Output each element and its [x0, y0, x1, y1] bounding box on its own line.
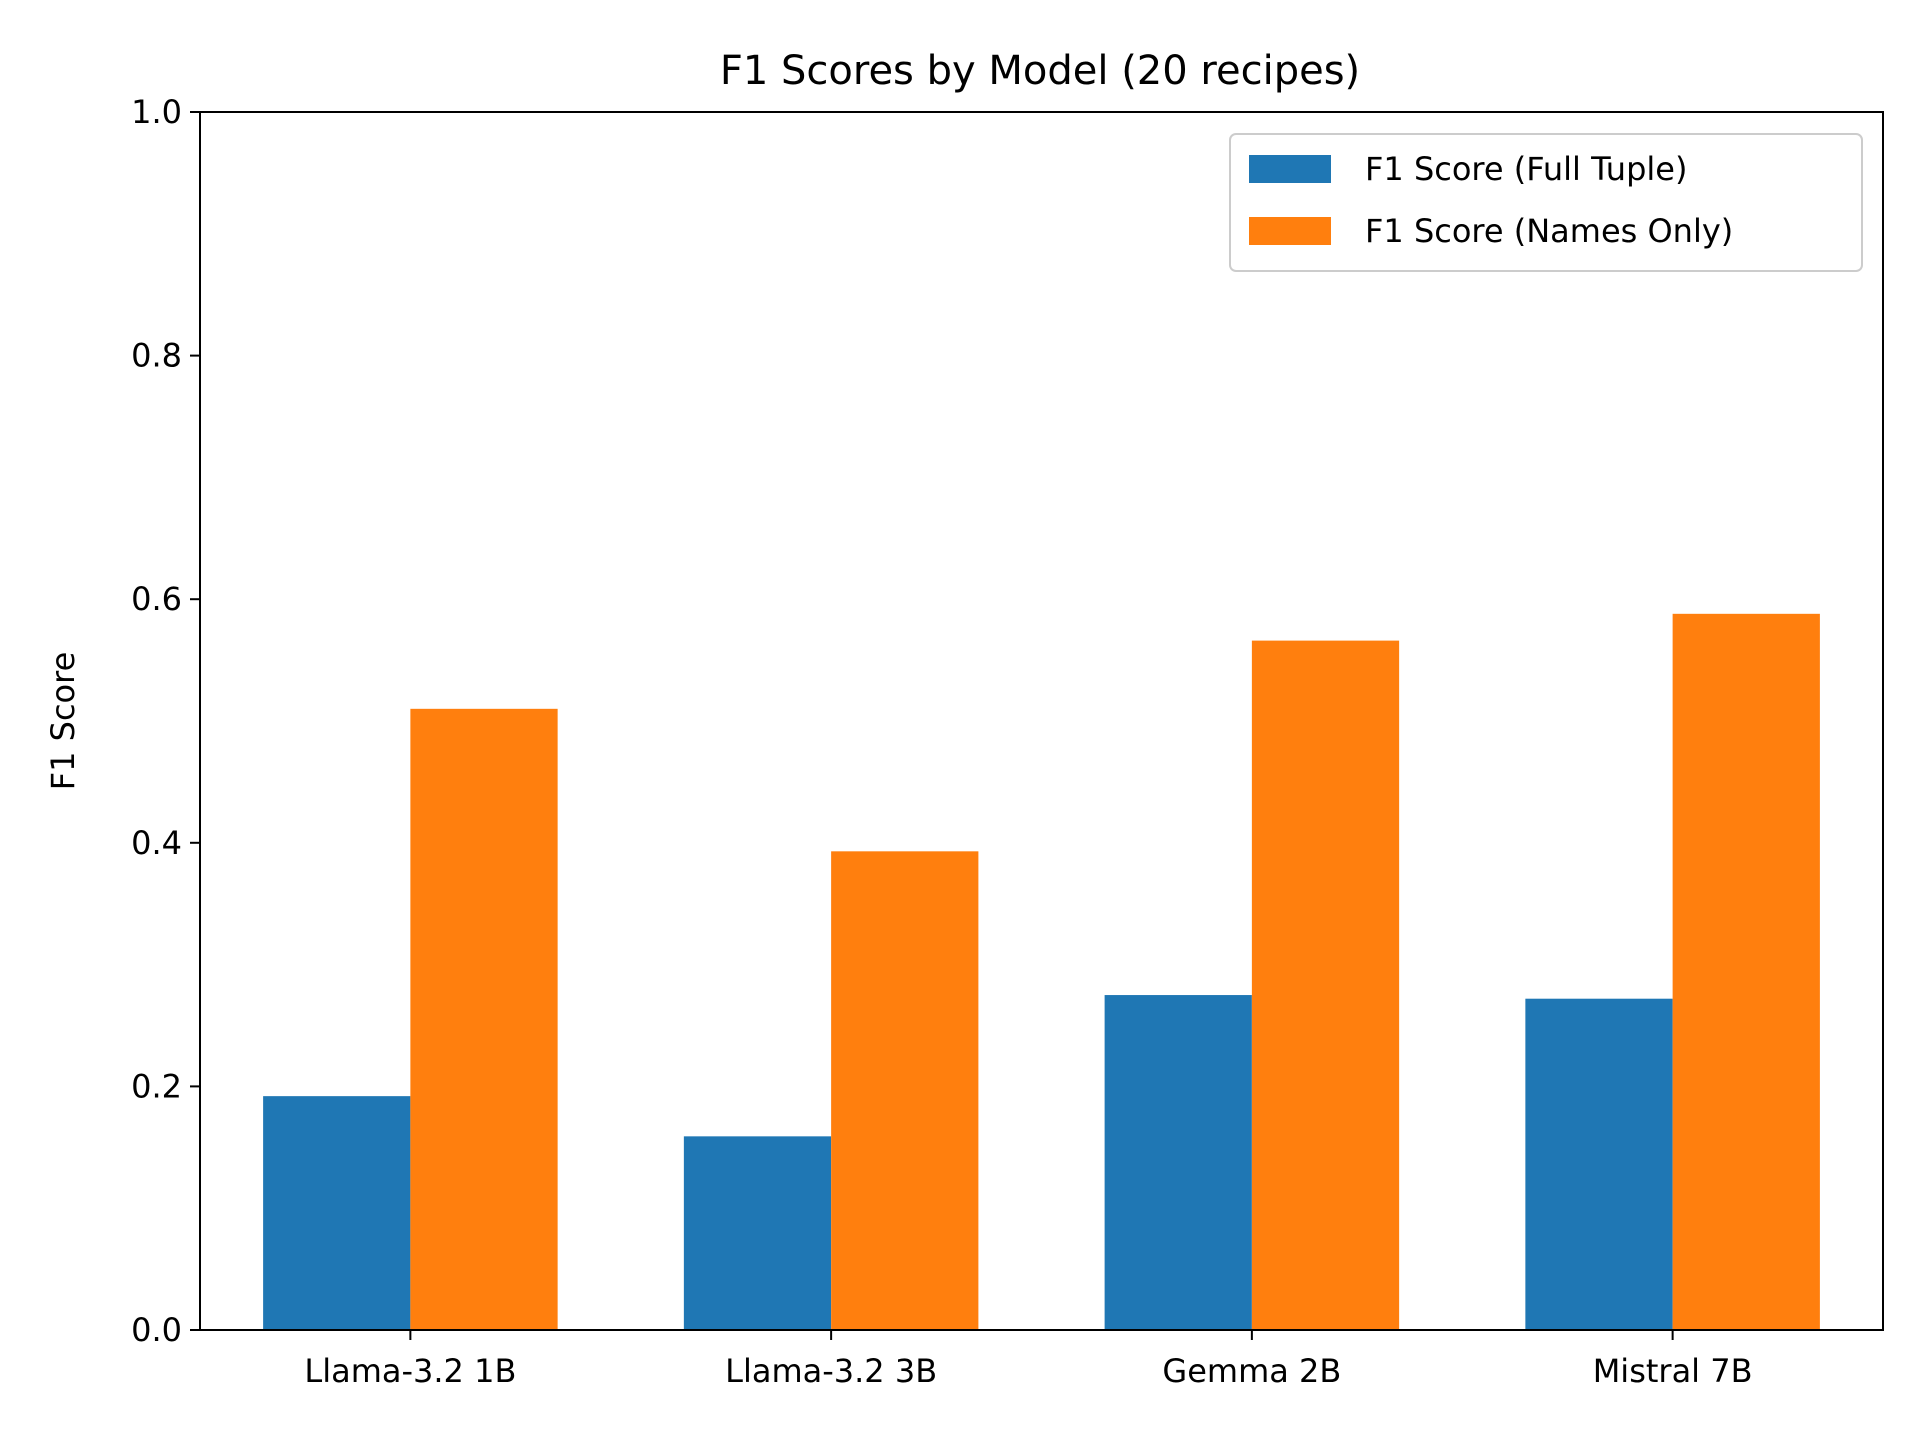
legend-label-names-only: F1 Score (Names Only): [1365, 212, 1733, 250]
y-tick-label: 0.4: [131, 824, 182, 862]
bar-llama-3-2-1b-names-only: [410, 708, 558, 1330]
chart-title: F1 Scores by Model (20 recipes): [720, 48, 1360, 94]
plot-frame: [199, 111, 1884, 1331]
x-tick-label-mistral-7b: Mistral 7B: [1593, 1352, 1753, 1390]
legend-swatch-full-tuple: [1249, 155, 1331, 183]
legend: F1 Score (Full Tuple) F1 Score (Names On…: [1229, 133, 1863, 272]
y-tick-label: 1.0: [131, 93, 182, 131]
y-tick-label: 0.0: [131, 1311, 182, 1349]
y-tick-label: 0.2: [131, 1067, 182, 1105]
bars-layer: [263, 613, 1820, 1330]
x-tick-label-llama-3-2-1b: Llama-3.2 1B: [304, 1352, 516, 1390]
y-tick-label: 0.8: [131, 337, 182, 375]
y-axis-label: F1 Score: [44, 652, 82, 791]
x-tick-label-gemma-2b: Gemma 2B: [1162, 1352, 1341, 1390]
bar-llama-3-2-1b-full-tuple: [263, 1096, 411, 1330]
y-axis: 0.0 0.2 0.4 0.6 0.8 1.0: [131, 93, 200, 1349]
bar-gemma-2b-full-tuple: [1104, 995, 1252, 1330]
x-axis: Llama-3.2 1B Llama-3.2 3B Gemma 2B Mistral …: [304, 1330, 1753, 1390]
bar-llama-3-2-3b-names-only: [831, 851, 979, 1330]
x-tick-label-llama-3-2-3b: Llama-3.2 3B: [725, 1352, 937, 1390]
y-tick-label: 0.6: [131, 580, 182, 618]
legend-box: [1229, 133, 1863, 272]
legend-swatch-names-only: [1249, 217, 1331, 245]
bar-mistral-7b-full-tuple: [1525, 998, 1673, 1330]
legend-label-full-tuple: F1 Score (Full Tuple): [1365, 150, 1687, 188]
bar-mistral-7b-names-only: [1672, 613, 1820, 1330]
bar-gemma-2b-names-only: [1251, 640, 1400, 1330]
bar-llama-3-2-3b-full-tuple: [683, 1136, 832, 1330]
